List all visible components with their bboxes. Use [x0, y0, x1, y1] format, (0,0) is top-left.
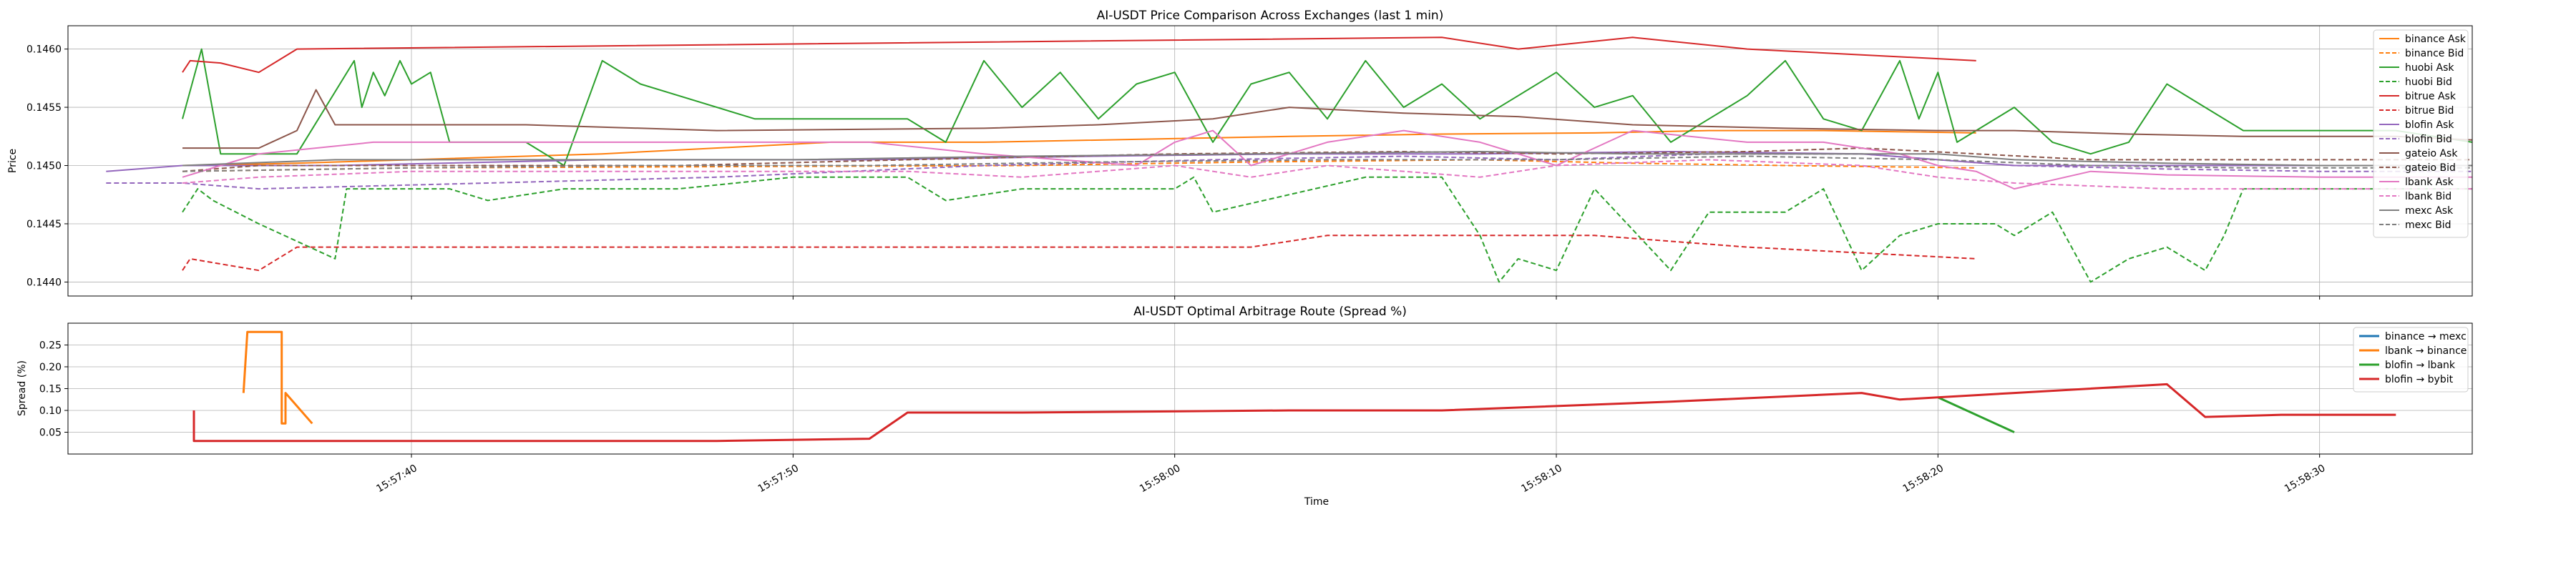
- price-y-ticks: 0.1440 0.1445 0.1450 0.1455 0.1460: [26, 44, 68, 288]
- legend-entry-huobi-bid: huobi Bid: [2405, 77, 2452, 88]
- series-line-blofin-bid: [106, 153, 2472, 190]
- spread-plot-frame: [67, 322, 2473, 455]
- series-line-lbank-bid: [182, 159, 2472, 190]
- price-gridlines: [68, 26, 2472, 300]
- series-line-mexc-ask: [182, 151, 2472, 167]
- x-tick-label: 15:58:00: [1138, 463, 1182, 495]
- legend-entry-binance-bid: binance Bid: [2405, 48, 2464, 59]
- y-tick-label: 0.1440: [26, 277, 62, 288]
- legend-box: [2373, 29, 2469, 238]
- spread-series-lines: [192, 330, 2396, 443]
- legend-entry-blofin-ask: blofin Ask: [2405, 119, 2454, 131]
- x-tick-label: 15:57:40: [374, 463, 419, 495]
- legend-entry-mexc-bid: mexc Bid: [2405, 220, 2451, 231]
- spread-x-ticks: 15:57:40 15:57:50 15:58:00 15:58:10 15:58:20…: [374, 463, 2327, 495]
- spread-y-axis-label: Spread (%): [16, 360, 28, 416]
- x-tick-label: 15:58:20: [1901, 463, 1946, 495]
- series-line-gateio-ask: [182, 89, 2473, 149]
- spread-x-axis-label: Time: [1304, 496, 1329, 508]
- legend-entry-lbank-binance: lbank → binance: [2385, 345, 2467, 357]
- legend-entry-bitrue-ask: bitrue Ask: [2405, 91, 2457, 102]
- y-tick-label: 0.20: [39, 362, 62, 373]
- series-line-gateio-bid: [182, 147, 2472, 172]
- series-line-bitrue-ask: [182, 36, 1976, 74]
- series-line-huobi-ask: [182, 48, 2473, 167]
- y-tick-label: 0.1450: [26, 161, 62, 172]
- spread-legend: binance → mexc lbank → binance blofin → lb…: [2353, 327, 2469, 393]
- x-tick-label: 15:58:30: [2283, 463, 2327, 495]
- legend-entry-bitrue-bid: bitrue Bid: [2405, 105, 2454, 117]
- legend-entry-lbank-bid: lbank Bid: [2405, 191, 2451, 202]
- y-tick-label: 0.1460: [26, 44, 62, 56]
- y-tick-label: 0.15: [39, 384, 62, 395]
- series-line-huobi-bid: [182, 176, 2472, 283]
- y-tick-label: 0.10: [39, 405, 62, 417]
- y-tick-label: 0.1455: [26, 102, 62, 114]
- legend-entry-blofin-bid: blofin Bid: [2405, 134, 2452, 145]
- series-line-lbank-binance: [242, 330, 313, 425]
- legend-entry-blofin-bybit: blofin → bybit: [2385, 374, 2454, 385]
- legend-entry-gateio-ask: gateio Ask: [2405, 148, 2458, 159]
- arbitrage-spread-chart: AI-USDT Optimal Arbitrage Route (Spread …: [16, 305, 2473, 508]
- legend-entry-binance-mexc: binance → mexc: [2385, 331, 2467, 342]
- price-series-lines: [106, 36, 2473, 283]
- legend-entry-blofin-lbank: blofin → lbank: [2385, 360, 2456, 371]
- series-line-blofin-ask: [106, 151, 2472, 172]
- x-tick-label: 15:57:50: [756, 463, 801, 495]
- price-comparison-chart: AI-USDT Price Comparison Across Exchange…: [7, 9, 2473, 300]
- legend-entry-huobi-ask: huobi Ask: [2405, 62, 2454, 74]
- y-tick-label: 0.1445: [26, 219, 62, 230]
- legend-entry-gateio-bid: gateio Bid: [2405, 162, 2456, 174]
- legend-entry-mexc-ask: mexc Ask: [2405, 205, 2454, 217]
- series-line-bitrue-bid: [182, 235, 1976, 272]
- spread-chart-title: AI-USDT Optimal Arbitrage Route (Spread …: [1133, 305, 1407, 319]
- x-tick-label: 15:58:10: [1519, 463, 1563, 495]
- series-line-mexc-bid: [182, 155, 2472, 172]
- series-line-blofin-bybit: [192, 383, 2396, 443]
- price-y-axis-label: Price: [7, 149, 19, 173]
- legend-entry-lbank-ask: lbank Ask: [2405, 177, 2454, 188]
- price-legend: binance Ask binance Bid huobi Ask huobi Bid…: [2373, 29, 2469, 238]
- legend-entry-binance-ask: binance Ask: [2405, 34, 2467, 45]
- legend-box: [2353, 327, 2469, 393]
- series-line-lbank-ask: [182, 129, 2472, 190]
- y-tick-label: 0.25: [39, 340, 62, 352]
- spread-y-ticks: 0.05 0.10 0.15 0.20 0.25: [39, 340, 68, 439]
- price-chart-title: AI-USDT Price Comparison Across Exchange…: [1097, 9, 1444, 23]
- y-tick-label: 0.05: [39, 428, 62, 439]
- series-line-blofin-lbank: [1937, 396, 2015, 433]
- series-line-binance-ask: [182, 129, 1976, 167]
- price-plot-frame: [67, 25, 2473, 297]
